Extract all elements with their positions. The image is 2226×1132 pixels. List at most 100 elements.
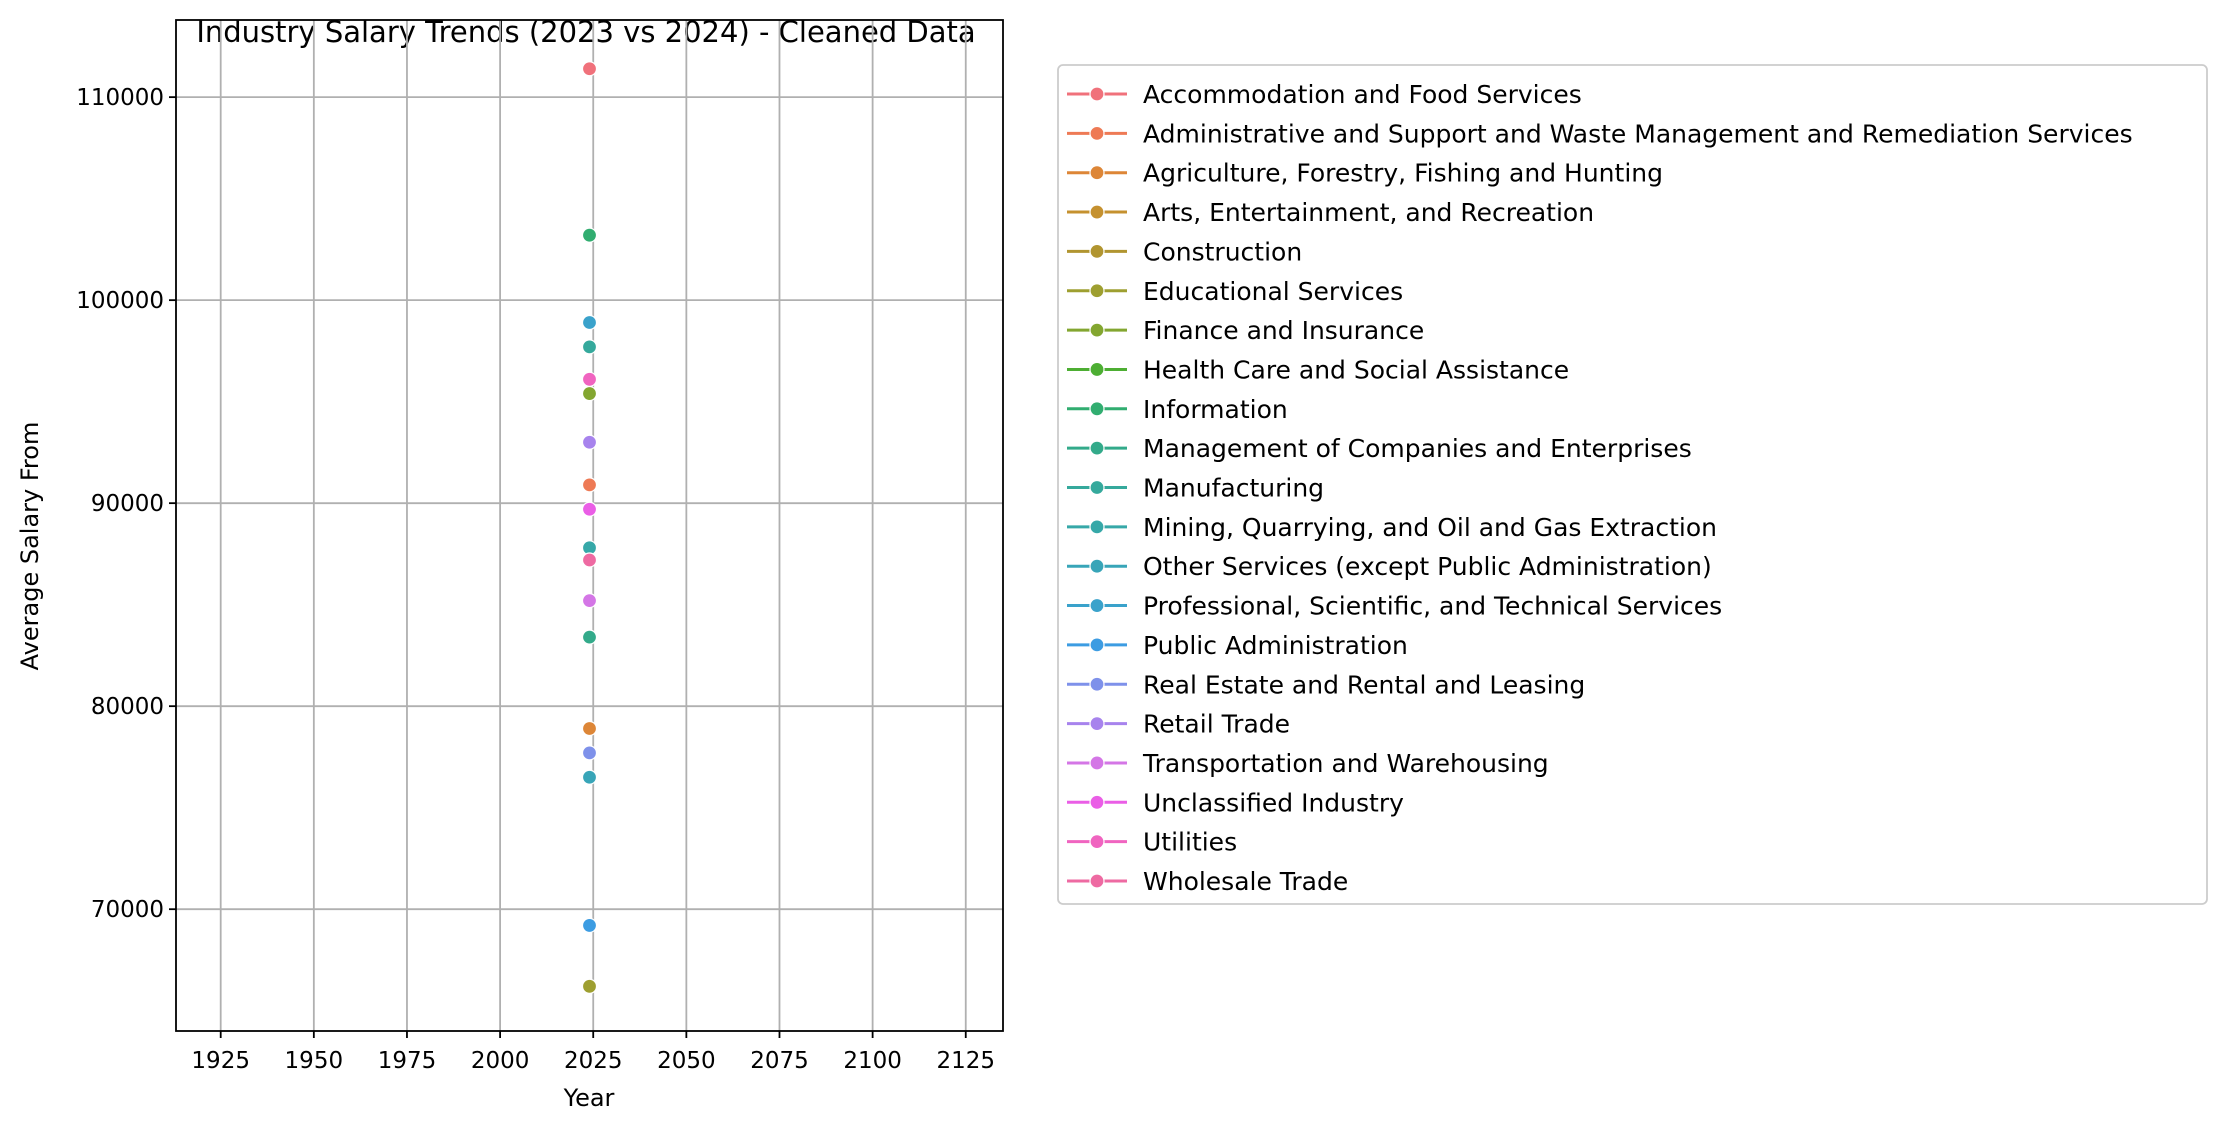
plot-area-frame <box>175 19 1004 1032</box>
data-point <box>581 314 598 331</box>
series-13 <box>581 314 598 331</box>
legend-entry: Information <box>1067 395 1288 424</box>
data-point <box>581 501 598 517</box>
legend-label: Wholesale Trade <box>1143 867 1348 896</box>
legend-entry: Accommodation and Food Services <box>1067 80 1582 109</box>
series-12 <box>581 769 598 785</box>
data-point <box>581 720 598 737</box>
data-point <box>581 593 598 609</box>
x-tick-label: 1925 <box>191 1048 250 1074</box>
x-tick-label: 1975 <box>378 1048 437 1074</box>
series-2 <box>581 720 598 737</box>
series-16 <box>581 434 598 450</box>
legend-label: Construction <box>1143 237 1302 266</box>
data-point <box>581 769 598 785</box>
series-10 <box>581 339 598 355</box>
legend-label: Transportation and Warehousing <box>1142 749 1549 778</box>
legend-entry: Administrative and Support and Waste Man… <box>1067 119 2133 148</box>
legend-entry: Real Estate and Rental and Leasing <box>1067 670 1585 699</box>
legend-label: Mining, Quarrying, and Oil and Gas Extra… <box>1143 513 1717 542</box>
data-point <box>581 477 598 493</box>
x-tick-label: 2100 <box>843 1048 902 1074</box>
legend-label: Utilities <box>1143 828 1237 857</box>
data-point <box>581 978 598 994</box>
legend-entry: Arts, Entertainment, and Recreation <box>1067 198 1594 227</box>
legend-label: Educational Services <box>1143 277 1403 306</box>
legend-entry: Utilities <box>1067 828 1237 857</box>
legend-marker-swatch <box>1089 715 1105 732</box>
x-tick-label: 1950 <box>285 1048 344 1074</box>
legend-marker-swatch <box>1089 558 1105 574</box>
legend-marker-swatch <box>1089 361 1105 378</box>
data-point <box>581 339 598 355</box>
legend-marker-swatch <box>1089 165 1105 181</box>
data-point <box>581 227 598 243</box>
legend-label: Information <box>1143 395 1288 424</box>
legend-label: Arts, Entertainment, and Recreation <box>1143 198 1594 227</box>
legend-label: Manufacturing <box>1143 474 1324 503</box>
legend-marker-swatch <box>1089 440 1105 456</box>
legend-marker-swatch <box>1089 794 1105 810</box>
series-14 <box>581 917 598 934</box>
legend-label: Accommodation and Food Services <box>1143 80 1582 109</box>
legend-marker-swatch <box>1089 597 1105 614</box>
legend-label: Professional, Scientific, and Technical … <box>1143 592 1722 621</box>
y-tick-label: 70000 <box>91 897 164 923</box>
legend-entry: Retail Trade <box>1067 710 1290 739</box>
legend-entry: Agriculture, Forestry, Fishing and Hunti… <box>1067 159 1663 188</box>
legend-label: Other Services (except Public Administra… <box>1143 552 1712 581</box>
x-axis-ticks: 1925 1950 1975 2000 2025 2050 2075 2100 2125 <box>191 1031 995 1074</box>
series-15 <box>581 745 598 761</box>
data-point <box>581 434 598 450</box>
data-point <box>581 917 598 934</box>
legend-entry: Finance and Insurance <box>1067 316 1424 345</box>
data-point <box>581 371 598 387</box>
legend-label: Agriculture, Forestry, Fishing and Hunti… <box>1143 159 1663 188</box>
legend-entry: Wholesale Trade <box>1067 867 1348 896</box>
legend-entry: Transportation and Warehousing <box>1067 749 1549 778</box>
legend-entry: Unclassified Industry <box>1067 788 1404 817</box>
series-6 <box>581 385 598 402</box>
legend-entry: Other Services (except Public Administra… <box>1067 552 1712 581</box>
series-19 <box>581 371 598 387</box>
legend-marker-swatch <box>1089 322 1105 338</box>
series-5 <box>581 978 598 994</box>
series-18 <box>581 501 598 517</box>
legend-marker-swatch <box>1089 755 1105 771</box>
x-axis-label: Year <box>563 1084 615 1112</box>
x-tick-label: 2025 <box>564 1048 623 1074</box>
data-point <box>581 552 598 568</box>
x-tick-label: 2125 <box>936 1048 995 1074</box>
legend-entry: Public Administration <box>1067 631 1408 660</box>
legend-marker-swatch <box>1089 676 1105 692</box>
legend-label: Real Estate and Rental and Leasing <box>1143 670 1585 699</box>
legend-marker-swatch <box>1089 637 1105 653</box>
legend-frame <box>1057 64 2208 905</box>
series-1 <box>581 477 598 493</box>
legend-label: Unclassified Industry <box>1143 788 1404 817</box>
x-tick-label: 2000 <box>471 1048 530 1074</box>
legend: Accommodation and Food Services Administr… <box>1057 64 2208 905</box>
series-points <box>581 61 598 994</box>
legend-marker-swatch <box>1089 519 1105 535</box>
legend-entry: Manufacturing <box>1067 474 1324 503</box>
y-tick-label: 100000 <box>76 288 164 314</box>
series-8 <box>581 227 598 243</box>
legend-entry: Health Care and Social Assistance <box>1067 355 1569 384</box>
legend-marker-swatch <box>1089 873 1105 889</box>
y-axis-ticks: 70000 80000 90000 100000 110000 <box>76 85 176 923</box>
legend-entry: Mining, Quarrying, and Oil and Gas Extra… <box>1067 513 1717 542</box>
legend-marker-swatch <box>1089 125 1105 141</box>
data-point <box>581 385 598 402</box>
series-9 <box>581 629 598 645</box>
legend-entry: Management of Companies and Enterprises <box>1067 434 1692 463</box>
x-tick-label: 2075 <box>750 1048 809 1074</box>
legend-label: Retail Trade <box>1143 710 1290 739</box>
legend-entry: Educational Services <box>1067 277 1403 306</box>
legend-marker-swatch <box>1089 479 1105 496</box>
legend-marker-swatch <box>1089 401 1105 417</box>
data-point <box>581 629 598 645</box>
data-point <box>581 745 598 761</box>
x-tick-label: 2050 <box>657 1048 716 1074</box>
